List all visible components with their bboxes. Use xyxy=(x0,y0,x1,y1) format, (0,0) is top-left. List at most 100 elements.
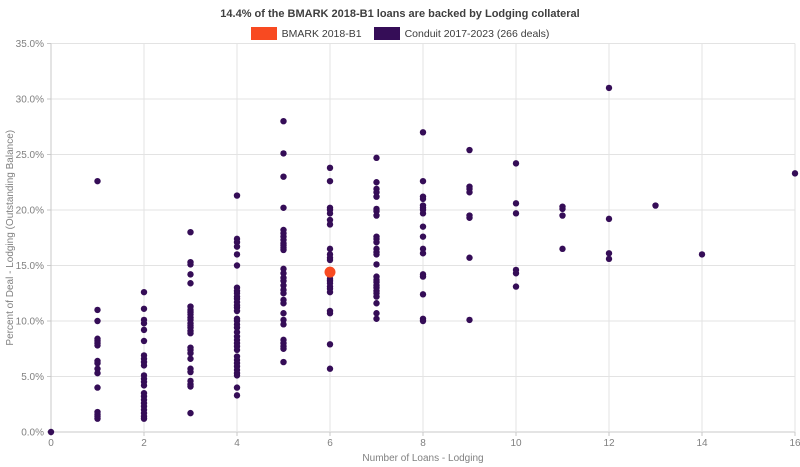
x-tick-label: 0 xyxy=(48,438,54,449)
data-point xyxy=(233,243,241,250)
data-point xyxy=(187,349,194,357)
data-point xyxy=(280,358,287,366)
data-point xyxy=(326,216,334,224)
data-point xyxy=(419,223,427,230)
data-point xyxy=(187,271,194,278)
data-point xyxy=(559,212,566,219)
data-point xyxy=(373,261,380,268)
legend-item-conduit: Conduit 2017-2023 (266 deals) xyxy=(373,27,550,40)
data-point xyxy=(373,238,380,246)
data-point xyxy=(140,288,148,296)
data-point xyxy=(698,251,706,258)
data-point xyxy=(373,179,380,186)
data-point xyxy=(94,317,101,325)
data-point xyxy=(233,372,241,379)
chart-title: 14.4% of the BMARK 2018-B1 loans are bac… xyxy=(220,8,580,20)
data-point xyxy=(94,369,101,377)
data-point xyxy=(326,177,334,185)
data-point xyxy=(280,316,287,324)
data-point xyxy=(187,229,194,236)
data-point xyxy=(94,177,101,185)
data-point xyxy=(605,215,613,223)
data-point xyxy=(233,307,241,315)
data-point xyxy=(559,205,566,213)
data-point xyxy=(466,254,473,261)
data-point xyxy=(419,177,427,185)
data-point xyxy=(373,310,380,317)
data-point xyxy=(419,210,427,217)
data-point xyxy=(419,317,427,325)
data-point xyxy=(373,154,380,162)
y-tick-label: 25.0% xyxy=(16,150,44,161)
data-point xyxy=(512,200,520,207)
x-tick-label: 6 xyxy=(327,438,333,449)
data-point xyxy=(280,246,287,254)
data-point xyxy=(373,193,380,200)
data-point xyxy=(466,189,473,196)
data-point xyxy=(233,392,241,399)
data-point xyxy=(466,214,473,221)
data-point xyxy=(280,277,287,285)
legend-label-bmark: BMARK 2018-B1 xyxy=(281,27,362,40)
data-point xyxy=(233,238,241,246)
data-point xyxy=(326,310,334,317)
data-point xyxy=(233,262,241,269)
data-point xyxy=(605,255,613,263)
data-point xyxy=(466,316,473,324)
x-tick-label: 16 xyxy=(789,438,800,449)
data-point xyxy=(187,409,194,417)
data-point xyxy=(140,326,148,334)
x-tick-label: 14 xyxy=(696,438,708,449)
data-point xyxy=(373,251,380,258)
data-point xyxy=(326,341,334,348)
data-point xyxy=(373,300,380,307)
data-point xyxy=(280,150,287,157)
data-point xyxy=(280,310,287,317)
data-point xyxy=(280,300,287,307)
data-point xyxy=(419,129,427,136)
y-tick-label: 5.0% xyxy=(21,372,44,383)
x-tick-label: 12 xyxy=(603,438,615,449)
data-point xyxy=(605,250,613,257)
data-point xyxy=(419,195,427,203)
legend-swatch-bmark xyxy=(250,27,277,40)
data-point xyxy=(280,173,287,180)
data-point xyxy=(187,355,194,362)
data-point xyxy=(280,345,287,352)
data-point xyxy=(233,384,241,391)
data-point xyxy=(419,250,427,257)
data-point xyxy=(326,365,334,372)
legend-label-conduit: Conduit 2017-2023 (266 deals) xyxy=(404,27,550,40)
data-point xyxy=(94,306,101,314)
x-tick-label: 8 xyxy=(420,438,426,449)
data-point xyxy=(140,362,148,369)
y-tick-label: 30.0% xyxy=(16,95,44,106)
x-tick-label: 10 xyxy=(510,438,522,449)
data-point xyxy=(419,273,427,280)
data-point xyxy=(652,202,659,209)
data-point xyxy=(373,315,380,322)
data-point xyxy=(187,368,194,376)
data-point xyxy=(280,118,287,125)
legend: BMARK 2018-B1 Conduit 2017-2023 (266 dea… xyxy=(0,27,800,40)
data-point xyxy=(94,415,101,422)
data-point xyxy=(419,291,427,298)
data-point xyxy=(140,320,148,327)
data-point xyxy=(419,245,427,253)
data-point xyxy=(466,146,473,154)
data-point xyxy=(233,251,241,258)
x-tick-label: 2 xyxy=(141,438,147,449)
data-point xyxy=(94,365,101,372)
y-tick-label: 0.0% xyxy=(21,428,44,439)
data-point xyxy=(280,290,287,297)
data-point xyxy=(326,210,334,217)
data-point xyxy=(94,384,101,391)
data-point xyxy=(512,160,520,167)
y-tick-label: 35.0% xyxy=(16,39,44,50)
x-axis-title: Number of Loans - Lodging xyxy=(362,453,483,464)
y-tick-label: 20.0% xyxy=(16,206,44,217)
legend-item-bmark: BMARK 2018-B1 xyxy=(250,27,362,40)
data-point xyxy=(280,204,287,211)
data-point xyxy=(187,383,194,390)
data-point xyxy=(373,207,380,215)
